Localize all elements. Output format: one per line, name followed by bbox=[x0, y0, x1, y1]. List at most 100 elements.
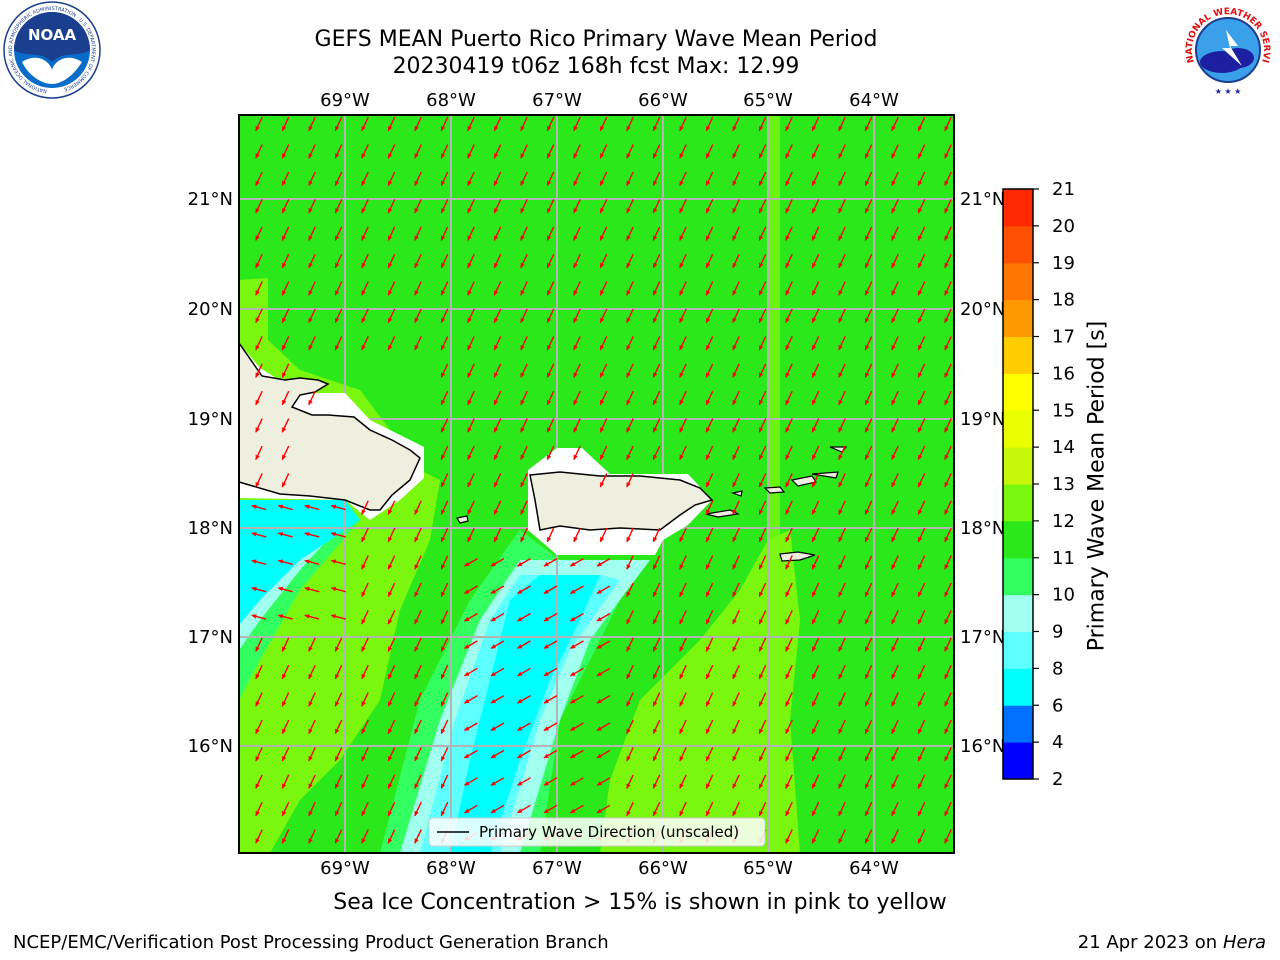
wave-direction-arrow bbox=[838, 418, 846, 433]
colorbar: 2 4 6 8 9 10 11 12 13 14 15 16 17 18 19 20 21 bbox=[1002, 179, 1075, 790]
wave-direction-arrow bbox=[758, 555, 767, 570]
wave-direction-arrow bbox=[490, 694, 505, 704]
wave-direction-arrow bbox=[785, 774, 793, 789]
wave-direction-arrow bbox=[387, 747, 396, 762]
wave-direction-arrow bbox=[626, 336, 634, 351]
wave-direction-arrow bbox=[864, 500, 873, 515]
wave-direction-arrow bbox=[785, 418, 793, 433]
wave-direction-arrow bbox=[758, 144, 767, 159]
wave-direction-arrow bbox=[414, 199, 422, 214]
wave-direction-arrow bbox=[864, 363, 873, 378]
wave-direction-arrow bbox=[467, 445, 475, 461]
wave-direction-arrow bbox=[864, 719, 873, 735]
wave-direction-arrow bbox=[570, 804, 584, 814]
wave-direction-arrow bbox=[864, 473, 873, 488]
wave-direction-arrow bbox=[543, 804, 558, 814]
wave-direction-arrow bbox=[811, 829, 820, 844]
wave-direction-arrow bbox=[467, 226, 475, 241]
lon-label-top-66w: 66°W bbox=[638, 90, 688, 111]
wave-direction-arrow bbox=[705, 418, 714, 433]
lat-label-left-18n: 18°N bbox=[188, 518, 233, 539]
wave-direction-arrow bbox=[679, 637, 687, 652]
wave-direction-arrow bbox=[361, 253, 369, 269]
wave-direction-arrow bbox=[626, 637, 634, 652]
wave-direction-arrow bbox=[493, 390, 502, 406]
wave-direction-arrow bbox=[705, 610, 714, 625]
wave-direction-arrow bbox=[944, 829, 952, 844]
wave-direction-arrow bbox=[387, 555, 396, 570]
wave-direction-arrow bbox=[255, 719, 263, 735]
wave-direction-arrow bbox=[467, 363, 475, 378]
wave-direction-arrow bbox=[467, 116, 475, 132]
wave-direction-arrow bbox=[467, 473, 475, 488]
wave-direction-arrow bbox=[573, 116, 581, 132]
colorbar-tick-label: 6 bbox=[1052, 695, 1063, 716]
wave-direction-arrow bbox=[944, 719, 952, 735]
wave-direction-arrow bbox=[281, 445, 290, 461]
wave-direction-arrow bbox=[573, 253, 581, 269]
wave-direction-arrow bbox=[387, 226, 396, 241]
wave-direction-arrow bbox=[626, 664, 634, 680]
wave-direction-arrow bbox=[520, 418, 528, 433]
wave-direction-arrow bbox=[732, 527, 740, 543]
wave-direction-arrow bbox=[811, 336, 820, 351]
wave-direction-arrow bbox=[599, 445, 608, 461]
wave-direction-arrow bbox=[917, 527, 926, 543]
wave-direction-arrow bbox=[891, 692, 899, 707]
wave-direction-arrow bbox=[440, 226, 449, 241]
colorbar-tick-label: 10 bbox=[1052, 585, 1075, 606]
wave-direction-arrow bbox=[917, 418, 926, 433]
lat-label-right-21n: 21°N bbox=[960, 189, 1005, 210]
wave-direction-arrow bbox=[517, 585, 531, 595]
wave-direction-arrow bbox=[304, 532, 320, 538]
wave-direction-arrow bbox=[864, 390, 873, 406]
wave-direction-arrow bbox=[652, 692, 661, 707]
wave-direction-arrow bbox=[864, 582, 873, 598]
wave-direction-arrow bbox=[599, 226, 608, 241]
wave-direction-arrow bbox=[255, 390, 263, 406]
wave-direction-arrow bbox=[679, 719, 687, 735]
wave-direction-arrow bbox=[493, 171, 502, 187]
wave-direction-arrow bbox=[440, 527, 449, 543]
wave-direction-arrow bbox=[679, 801, 687, 817]
wave-direction-arrow bbox=[944, 555, 952, 570]
wave-direction-arrow bbox=[679, 390, 687, 406]
wave-direction-arrow bbox=[330, 559, 346, 565]
wave-direction-arrow bbox=[255, 801, 263, 817]
wave-direction-arrow bbox=[520, 253, 528, 269]
wave-direction-arrow bbox=[467, 336, 475, 351]
wave-direction-arrow bbox=[251, 504, 267, 511]
wave-direction-arrow bbox=[330, 504, 346, 511]
wave-direction-arrow bbox=[573, 308, 581, 324]
wave-direction-arrow bbox=[251, 586, 267, 593]
wave-direction-arrow bbox=[917, 253, 926, 269]
wave-direction-arrow bbox=[705, 336, 714, 351]
wave-direction-arrow bbox=[864, 116, 873, 132]
wave-direction-arrow bbox=[334, 774, 343, 789]
wave-direction-arrow bbox=[679, 116, 687, 132]
wave-direction-arrow bbox=[811, 473, 820, 488]
wave-direction-arrow bbox=[917, 308, 926, 324]
wave-direction-arrow bbox=[652, 308, 661, 324]
colorbar-segment bbox=[1003, 299, 1033, 337]
wave-direction-arrow bbox=[414, 527, 422, 543]
wave-direction-arrow bbox=[838, 747, 846, 762]
wave-direction-arrow bbox=[387, 336, 396, 351]
wave-direction-arrow bbox=[599, 390, 608, 406]
wave-direction-arrow bbox=[864, 829, 873, 844]
wave-direction-arrow bbox=[281, 253, 290, 269]
wave-direction-arrow bbox=[414, 336, 422, 351]
wave-direction-arrow bbox=[864, 774, 873, 789]
wave-direction-arrow bbox=[679, 363, 687, 378]
wave-direction-arrow bbox=[891, 445, 899, 461]
colorbar-tick-label: 18 bbox=[1052, 290, 1075, 311]
wave-direction-arrow bbox=[490, 612, 505, 622]
wave-direction-arrow bbox=[334, 801, 343, 817]
wave-direction-arrow bbox=[917, 637, 926, 652]
wave-direction-arrow bbox=[944, 281, 952, 296]
wave-direction-arrow bbox=[785, 281, 793, 296]
wave-direction-arrow bbox=[864, 555, 873, 570]
wave-direction-arrow bbox=[758, 418, 767, 433]
wave-direction-arrow bbox=[387, 582, 396, 598]
